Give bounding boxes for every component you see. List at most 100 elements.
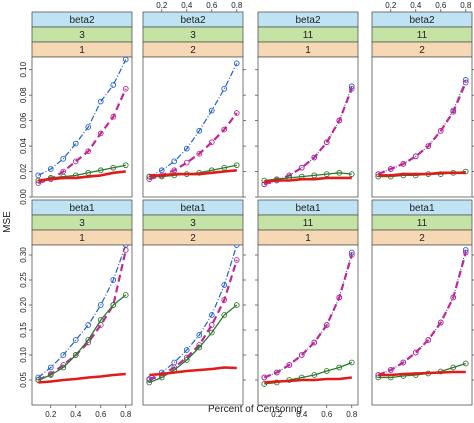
- data-point: [208, 139, 215, 146]
- data-point: [110, 277, 117, 283]
- strip-label: beta1: [69, 203, 94, 214]
- data-point: [47, 372, 54, 378]
- series-line-4: [378, 171, 466, 177]
- data-point: [221, 312, 228, 318]
- data-point: [375, 171, 382, 177]
- data-point: [221, 164, 228, 171]
- panel-5: beta1 3 1 0.05 0.10 0.15 0.20 0.25 0.30 0.2 0.4 0.6…: [19, 199, 133, 419]
- x-tick-label: 0.6: [321, 410, 333, 418]
- strip-label: 1: [305, 233, 311, 244]
- plot-frame: [142, 244, 244, 406]
- panel-6: beta1 3 2: [142, 199, 246, 406]
- data-point: [221, 282, 228, 288]
- data-point: [412, 349, 419, 356]
- data-point: [311, 339, 318, 346]
- strip-label: beta1: [409, 203, 434, 214]
- data-point: [387, 166, 394, 172]
- data-point: [85, 322, 92, 328]
- data-point: [208, 312, 215, 318]
- panel-8: beta11120.050.100.150.200.250.30: [371, 199, 474, 406]
- series-line-4: [149, 169, 237, 177]
- data-point: [348, 252, 355, 258]
- data-point: [97, 130, 104, 137]
- data-point: [110, 113, 117, 120]
- data-point: [348, 359, 355, 366]
- y-tick-label: 0.08: [19, 87, 28, 103]
- data-point: [298, 164, 305, 171]
- data-point: [311, 372, 318, 378]
- data-point: [122, 162, 129, 169]
- data-point: [311, 154, 318, 161]
- data-point: [85, 337, 92, 343]
- y-tick-label: 0.04: [19, 138, 28, 154]
- data-point: [311, 172, 318, 179]
- y-tick-label: 0.02: [19, 163, 28, 179]
- series-line-4: [264, 176, 352, 183]
- x-tick-label: 0.6: [95, 410, 107, 418]
- data-point: [298, 352, 305, 358]
- plot-frame: [257, 244, 359, 406]
- data-point: [462, 247, 469, 253]
- data-point: [35, 377, 42, 383]
- data-point: [146, 377, 153, 383]
- data-point: [348, 171, 355, 177]
- data-point: [462, 77, 469, 83]
- x-axis-label: Percent of Censoring: [208, 404, 302, 415]
- y-tick-label: 0.06: [19, 112, 28, 128]
- data-point: [387, 367, 394, 373]
- x-tick-label: 0.2: [271, 410, 283, 418]
- strip-label: 1: [305, 45, 311, 56]
- strip-label: 1: [79, 45, 85, 56]
- y-axis-label: MSE: [2, 211, 13, 233]
- x-tick-label: 0.8: [346, 410, 358, 418]
- data-point: [233, 302, 240, 308]
- data-point: [462, 360, 469, 367]
- strip-label: beta2: [295, 15, 320, 26]
- data-point: [425, 337, 432, 343]
- data-point: [110, 302, 117, 308]
- strip-label: beta2: [69, 15, 94, 26]
- data-point: [146, 379, 153, 386]
- data-point: [208, 107, 215, 114]
- x-tick-label: 0.4: [70, 410, 82, 418]
- data-point: [221, 126, 228, 133]
- data-point: [208, 329, 215, 336]
- series-group: [261, 249, 355, 387]
- data-point: [425, 143, 432, 149]
- data-point: [122, 85, 129, 92]
- series-line-4: [149, 366, 237, 377]
- x-tick-label: 0.2: [385, 1, 397, 10]
- data-point: [122, 57, 129, 63]
- data-point: [336, 117, 343, 124]
- series-line-4: [264, 376, 352, 384]
- series-line-4: [38, 372, 126, 384]
- data-point: [183, 145, 190, 152]
- strip-label: beta1: [180, 203, 205, 214]
- x-tick-label: 0.4: [181, 1, 193, 10]
- plot-frame: [371, 244, 473, 406]
- series-group: [375, 247, 469, 381]
- strip-label: beta2: [180, 15, 205, 26]
- series-group: [375, 77, 469, 180]
- data-point: [183, 347, 190, 353]
- x-tick-label: 0.6: [206, 1, 218, 10]
- data-point: [336, 364, 343, 371]
- data-point: [196, 150, 203, 157]
- x-tick-label: 0.6: [435, 1, 447, 10]
- data-point: [437, 127, 444, 134]
- data-point: [233, 245, 240, 248]
- y-tick-label: 0.00: [19, 189, 28, 205]
- data-point: [97, 167, 104, 174]
- data-point: [286, 362, 293, 368]
- data-point: [183, 357, 190, 363]
- data-point: [122, 247, 129, 253]
- y-tick-label: 0.05: [19, 372, 28, 388]
- data-point: [336, 294, 343, 301]
- data-point: [437, 319, 444, 326]
- data-point: [221, 297, 228, 303]
- data-point: [60, 364, 67, 371]
- strip-label: 2: [419, 233, 425, 244]
- data-point: [72, 140, 79, 147]
